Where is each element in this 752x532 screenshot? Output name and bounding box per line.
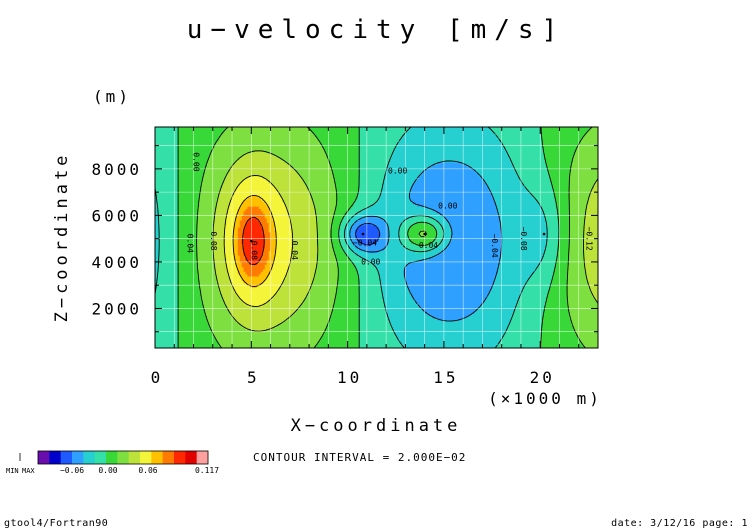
- contour-label: 0.04: [419, 241, 438, 250]
- colorbar-swatch: [60, 451, 73, 464]
- plot-border: [154, 126, 599, 349]
- colorbar-swatch: [185, 451, 198, 464]
- colorbar-swatch: [117, 451, 130, 464]
- x-axis-label: X−coordinate: [291, 416, 462, 436]
- x-tick-label: 20: [530, 368, 555, 387]
- colorbar: MIN MAX −0.06 0.00 0.06 0.117: [6, 450, 219, 475]
- y-unit-label: (m): [93, 87, 131, 106]
- colorbar-max-label: MAX: [22, 467, 35, 475]
- x-tick-label: 10: [337, 368, 362, 387]
- colorbar-swatch: [140, 451, 152, 464]
- colorbar-tick-label: 0.00: [98, 466, 117, 475]
- colorbar-swatch: [162, 451, 175, 464]
- x-tick-label: 15: [433, 368, 458, 387]
- contour-level: [212, 150, 598, 332]
- contour-label: 0.00: [388, 167, 407, 176]
- x-tick-label: 0: [151, 368, 164, 387]
- contour-level: [232, 194, 277, 288]
- grid-lines: [155, 127, 598, 348]
- extremum-marker: [361, 232, 365, 236]
- plot-frame: [154, 126, 599, 349]
- x-tick-labels: 0 5 10 15 20: [151, 368, 555, 387]
- contour-labels: 0.00 0.04 0.08 0.08 0.04 0.00 −0.04 0.00 0.00 0.0…: [186, 152, 594, 266]
- colorbar-swatch: [72, 451, 84, 464]
- footer-left-text: gtool4/Fortran90: [4, 518, 108, 529]
- y-tick-labels: 2000 4000 6000 8000: [91, 160, 142, 319]
- contour-level: [177, 127, 560, 348]
- contour-level: [223, 174, 294, 308]
- colorbar-swatch: [94, 451, 107, 464]
- colorbar-tick-label: 0.117: [195, 466, 219, 475]
- colorbar-min-label: MIN: [6, 467, 19, 475]
- plot-area: 0.00 0.04 0.08 0.08 0.04 0.00 −0.04 0.00 0.00 0.0…: [154, 126, 599, 349]
- contour-label: 0.00: [361, 257, 380, 266]
- x-tick-label: 5: [247, 368, 260, 387]
- contour-interval-text: CONTOUR INTERVAL = 2.000E−02: [253, 451, 466, 464]
- extremum-marker: [542, 232, 546, 236]
- colorbar-swatch: [174, 451, 186, 464]
- y-tick-label: 2000: [91, 299, 142, 318]
- y-axis-label: Z−coordinate: [52, 152, 72, 323]
- contour-label: 0.08: [209, 231, 218, 250]
- colorbar-tick-label: −0.06: [60, 466, 84, 475]
- contour-level: [242, 216, 265, 266]
- colorbar-tick-label: 0.06: [138, 466, 157, 475]
- y-tick-label: 8000: [91, 160, 142, 179]
- contour-level: [196, 127, 593, 348]
- extremum-marker: [250, 239, 253, 243]
- contour-level: [355, 222, 381, 246]
- contour-label: −0.04: [490, 234, 499, 258]
- x-unit-label: (×1000 m): [488, 389, 602, 408]
- y-tick-label: 6000: [91, 206, 142, 225]
- contour-label: −0.12: [584, 227, 593, 251]
- contour-label: 0.04: [186, 234, 195, 253]
- colorbar-border: [37, 450, 209, 465]
- contour-lines: [155, 127, 598, 348]
- extremum-marker: [423, 232, 426, 236]
- colorbar-swatch: [128, 451, 141, 464]
- colorbar-swatch: [106, 451, 118, 464]
- contour-label: 0.08: [249, 241, 258, 260]
- footer-right-text: date: 3/12/16 page: 1: [611, 518, 748, 529]
- chart-title: u−velocity [m/s]: [187, 15, 565, 45]
- contour-label: 0.04: [290, 241, 299, 260]
- colorbar-swatch: [38, 451, 50, 464]
- contour-label: −0.04: [353, 239, 377, 248]
- colorbar-swatch: [151, 451, 164, 464]
- colorbar-swatch: [83, 451, 96, 464]
- colorbar-swatch: [49, 451, 62, 464]
- colorbar-swatch: [196, 451, 209, 464]
- contour-label: −0.08: [519, 227, 528, 251]
- y-tick-label: 4000: [91, 253, 142, 272]
- contour-label: 0.00: [192, 152, 201, 171]
- contour-label: 0.00: [438, 201, 457, 210]
